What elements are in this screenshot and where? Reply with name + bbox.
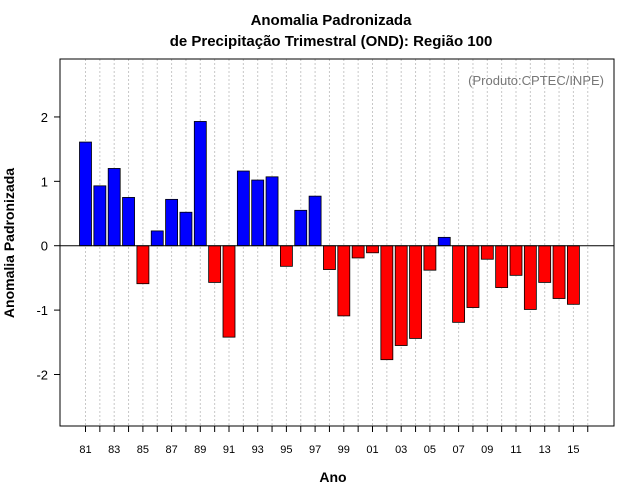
x-tick-label: 85 — [137, 444, 149, 456]
bar-2015 — [567, 245, 580, 305]
chart-subtitle: de Precipitação Trimestral (OND): Região… — [170, 33, 493, 50]
x-tick-label: 07 — [452, 444, 464, 456]
y-tick-label: 0 — [41, 239, 48, 254]
bar-1991 — [222, 245, 236, 338]
x-tick-label: 87 — [165, 444, 177, 456]
x-tick-label: 91 — [223, 444, 235, 456]
bar-1984 — [122, 197, 135, 247]
bar-2000 — [351, 245, 365, 259]
bar-1988 — [179, 211, 193, 247]
bar-2005 — [423, 245, 437, 271]
bar-2014 — [552, 245, 566, 299]
bar-2006 — [437, 236, 451, 247]
x-tick-label: 81 — [79, 444, 91, 456]
bar-1995 — [279, 245, 293, 267]
x-tick-label: 11 — [510, 444, 521, 456]
x-tick-label: 13 — [539, 444, 551, 456]
bar-1998 — [323, 245, 336, 270]
x-tick-label: 05 — [424, 444, 436, 456]
bar-1989 — [193, 121, 207, 247]
x-tick-label: 03 — [395, 444, 407, 456]
bar-2010 — [495, 245, 509, 288]
bar-1990 — [208, 245, 222, 283]
y-tick-label: -2 — [36, 367, 48, 382]
bar-1996 — [294, 209, 308, 247]
bar-1994 — [265, 176, 279, 247]
y-tick-label: -1 — [36, 303, 48, 318]
bar-1997 — [308, 195, 322, 247]
bar-2007 — [452, 245, 466, 323]
bar-2008 — [466, 245, 480, 308]
grid-lines — [85, 59, 589, 426]
bar-2002 — [380, 245, 394, 361]
x-axis-label: Ano — [319, 469, 346, 485]
bar-1985 — [136, 245, 150, 285]
x-tick-label: 93 — [252, 444, 264, 456]
x-tick-label: 99 — [338, 444, 350, 456]
bar-2009 — [480, 245, 494, 260]
bars — [79, 121, 580, 361]
bar-2003 — [394, 245, 408, 346]
y-axis: -2 -1 0 1 2 — [36, 110, 60, 382]
x-tick-label: 15 — [567, 444, 579, 456]
y-tick-label: 1 — [41, 174, 48, 189]
bar-2011 — [509, 245, 523, 276]
plot-frame — [59, 58, 615, 427]
x-tick-label: 97 — [309, 444, 321, 456]
x-tick-label: 01 — [366, 444, 378, 456]
y-axis-label: Anomalia Padronizada — [1, 168, 17, 318]
bar-1983 — [107, 168, 121, 247]
bar-2004 — [409, 245, 422, 339]
x-tick-label: 09 — [481, 444, 493, 456]
bar-1986 — [150, 230, 164, 247]
bar-1987 — [165, 198, 179, 247]
x-tick-label: 83 — [108, 444, 120, 456]
y-tick-label: 2 — [41, 110, 48, 125]
bar-2013 — [538, 245, 552, 283]
chart-title: Anomalia Padronizada — [251, 12, 413, 29]
bar-1993 — [251, 179, 265, 247]
bar-1992 — [236, 170, 250, 247]
bar-1982 — [93, 185, 107, 247]
x-tick-label: 95 — [280, 444, 292, 456]
x-tick-label: 89 — [194, 444, 206, 456]
bar-2012 — [523, 245, 537, 310]
bar-2001 — [366, 245, 379, 254]
x-axis: 81 83 85 87 89 91 93 95 97 99 01 03 05 07 09 11 13 15 — [79, 426, 589, 456]
bar-1999 — [337, 245, 351, 317]
credit-label: (Produto:CPTEC/INPE) — [468, 73, 604, 88]
bar-1981 — [79, 141, 92, 247]
